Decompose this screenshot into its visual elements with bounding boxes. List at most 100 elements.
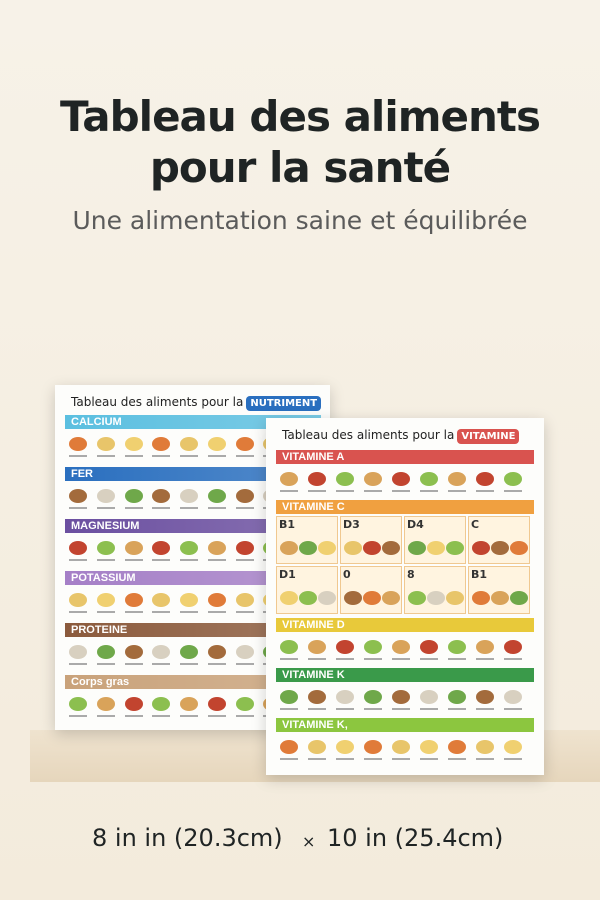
food-label-line	[152, 455, 171, 457]
food-label-line	[235, 663, 254, 665]
food-label-line	[207, 559, 226, 561]
food-icon	[318, 541, 336, 555]
food-icon	[96, 645, 115, 659]
food-icon	[69, 541, 87, 555]
food-label-line	[124, 455, 143, 457]
food-icon	[152, 593, 171, 607]
vitamin-group: B1	[276, 516, 338, 564]
title: Tableau des aliments	[60, 92, 541, 141]
food-label-line	[392, 758, 410, 760]
section-header: POTASSIUM	[65, 571, 321, 585]
food-icon	[207, 697, 226, 711]
food-label-line	[280, 658, 298, 660]
poster-title: Tableau des aliments pour la VITAMINE	[282, 428, 520, 444]
food-icon	[69, 437, 87, 451]
food-icon	[363, 541, 381, 555]
food-icon	[124, 541, 143, 555]
food-label-line	[420, 708, 438, 710]
food-icon	[280, 640, 298, 654]
poster-title-text: Tableau des aliments pour la	[282, 428, 455, 442]
food-icon	[280, 472, 298, 486]
food-icon	[318, 591, 336, 605]
food-icon	[472, 591, 490, 605]
food-icon	[124, 489, 143, 503]
food-label-line	[96, 663, 115, 665]
food-icon	[299, 541, 317, 555]
food-label-line	[124, 715, 143, 717]
size-height: 10 in (25.4cm)	[327, 824, 504, 852]
title: pour la santé	[149, 143, 451, 192]
poster: Tableau des aliments pour la VITAMINE VITA…	[266, 418, 544, 775]
food-icon	[96, 541, 115, 555]
food-icon	[207, 593, 226, 607]
food-icon	[392, 690, 410, 704]
food-label-line	[96, 559, 115, 561]
food-icon	[152, 489, 171, 503]
food-icon	[392, 640, 410, 654]
food-icon	[510, 541, 528, 555]
food-icon	[96, 593, 115, 607]
food-label-line	[364, 490, 382, 492]
food-icon	[448, 640, 466, 654]
size-width: 8 in in (20.3cm)	[92, 824, 283, 852]
subtitle: Une alimentation saine et équilibrée	[72, 206, 528, 235]
food-label-line	[336, 490, 354, 492]
food-icon	[280, 591, 298, 605]
food-icon	[336, 640, 354, 654]
food-label-line	[448, 758, 466, 760]
food-icon	[336, 472, 354, 486]
food-label-line	[420, 490, 438, 492]
section-header: VITAMINE A	[276, 450, 534, 464]
food-label-line	[96, 455, 115, 457]
group-label: D1	[279, 568, 296, 581]
food-label-line	[364, 708, 382, 710]
vitamin-group: 0	[340, 566, 402, 614]
vitamin-group: C	[468, 516, 530, 564]
food-icon	[476, 740, 494, 754]
food-label-line	[207, 455, 226, 457]
food-label-line	[392, 490, 410, 492]
food-label-line	[207, 715, 226, 717]
food-icon	[69, 489, 87, 503]
food-icon	[448, 472, 466, 486]
food-icon	[207, 437, 226, 451]
food-icon	[408, 541, 426, 555]
group-label: B1	[279, 518, 296, 531]
food-icon	[180, 541, 199, 555]
food-icon	[392, 740, 410, 754]
food-icon	[491, 541, 509, 555]
group-label: D4	[407, 518, 424, 531]
food-icon	[180, 593, 199, 607]
food-label-line	[420, 758, 438, 760]
food-icon	[69, 697, 87, 711]
section-header: MAGNESIUM	[65, 519, 321, 533]
food-icon	[446, 541, 464, 555]
food-label-line	[180, 455, 199, 457]
food-label-line	[69, 715, 87, 717]
food-icon	[308, 472, 326, 486]
food-icon	[382, 591, 400, 605]
food-label-line	[420, 658, 438, 660]
poster-badge: NUTRIMENT	[246, 396, 322, 411]
food-label-line	[180, 715, 199, 717]
food-label-line	[96, 507, 115, 509]
food-label-line	[69, 611, 87, 613]
food-icon	[472, 541, 490, 555]
section-header: FER	[65, 467, 321, 481]
food-label-line	[207, 611, 226, 613]
food-icon	[207, 645, 226, 659]
food-label-line	[235, 507, 254, 509]
food-icon	[364, 740, 382, 754]
food-label-line	[207, 663, 226, 665]
food-icon	[504, 472, 522, 486]
section-header: Corps gras	[65, 675, 321, 689]
food-icon	[364, 690, 382, 704]
food-icon	[124, 645, 143, 659]
food-label-line	[124, 507, 143, 509]
food-label-line	[504, 658, 522, 660]
food-label-line	[392, 708, 410, 710]
food-icon	[308, 690, 326, 704]
food-icon	[124, 437, 143, 451]
food-icon	[235, 593, 254, 607]
